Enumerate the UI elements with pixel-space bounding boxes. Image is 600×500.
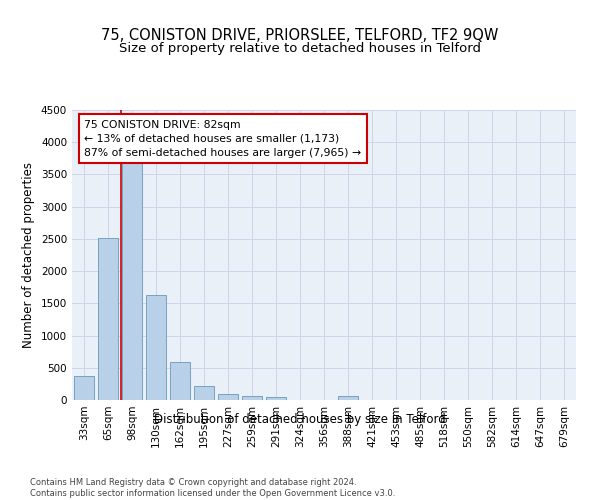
Bar [218,394,238,400]
Text: Size of property relative to detached houses in Telford: Size of property relative to detached ho… [119,42,481,55]
Bar [170,362,190,400]
Y-axis label: Number of detached properties: Number of detached properties [22,162,35,348]
Text: Contains HM Land Registry data © Crown copyright and database right 2024.
Contai: Contains HM Land Registry data © Crown c… [30,478,395,498]
Bar [266,398,286,400]
Bar [194,386,214,400]
Bar [338,396,358,400]
Text: 75 CONISTON DRIVE: 82sqm
← 13% of detached houses are smaller (1,173)
87% of sem: 75 CONISTON DRIVE: 82sqm ← 13% of detach… [85,120,362,158]
Bar [146,295,166,400]
Text: 75, CONISTON DRIVE, PRIORSLEE, TELFORD, TF2 9QW: 75, CONISTON DRIVE, PRIORSLEE, TELFORD, … [101,28,499,42]
Bar [98,238,118,400]
Bar [122,160,142,400]
Text: Distribution of detached houses by size in Telford: Distribution of detached houses by size … [154,412,446,426]
Bar [242,396,262,400]
Bar [74,376,94,400]
